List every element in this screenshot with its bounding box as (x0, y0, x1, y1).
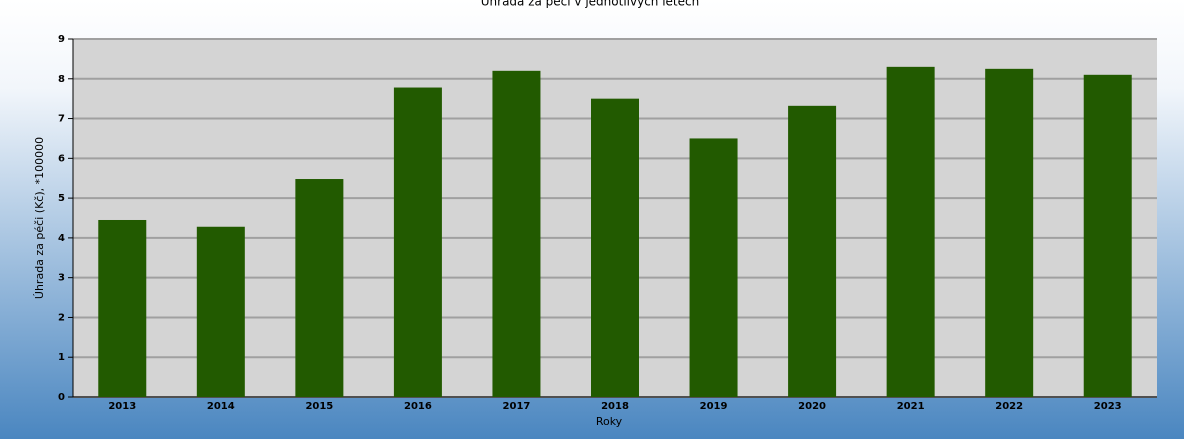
bar (591, 98, 639, 398)
x-tick-label: 2016 (404, 401, 432, 412)
x-tick-label: 2022 (995, 401, 1023, 412)
bar (886, 66, 935, 397)
y-tick-label: 6 (58, 153, 65, 164)
x-tick-label: 2018 (601, 401, 629, 412)
bar (689, 138, 738, 397)
x-tick-label: 2014 (207, 401, 235, 412)
bar (985, 68, 1034, 397)
bar (1083, 74, 1132, 398)
bar (788, 105, 837, 398)
y-tick-label: 7 (58, 114, 65, 125)
x-tick-label: 2020 (798, 401, 826, 412)
x-tick-label: 2023 (1094, 401, 1122, 412)
bar (393, 87, 442, 397)
y-tick-label: 9 (58, 34, 65, 45)
x-tick-label: 2019 (700, 401, 728, 412)
bar (196, 226, 245, 397)
x-tick-label: 2021 (897, 401, 925, 412)
y-tick-label: 4 (58, 233, 65, 244)
bar (98, 219, 147, 397)
y-axis-label: Úhrada za péči (Kč), *100000 (33, 137, 46, 299)
bar (295, 179, 344, 397)
bar (492, 70, 541, 398)
x-tick-label: 2017 (503, 401, 531, 412)
x-tick-label: 2013 (108, 401, 136, 412)
y-tick-label: 2 (58, 312, 65, 323)
y-tick-label: 8 (58, 74, 65, 85)
y-tick-label: 1 (58, 352, 65, 363)
chart-title: Úhrada za péči v jednotlivých letech (481, 0, 699, 9)
y-tick-label: 5 (58, 193, 65, 204)
y-tick-label: 0 (58, 392, 65, 403)
x-tick-label: 2015 (305, 401, 333, 412)
y-tick-label: 3 (58, 273, 65, 284)
x-axis-label: Roky (596, 415, 623, 428)
